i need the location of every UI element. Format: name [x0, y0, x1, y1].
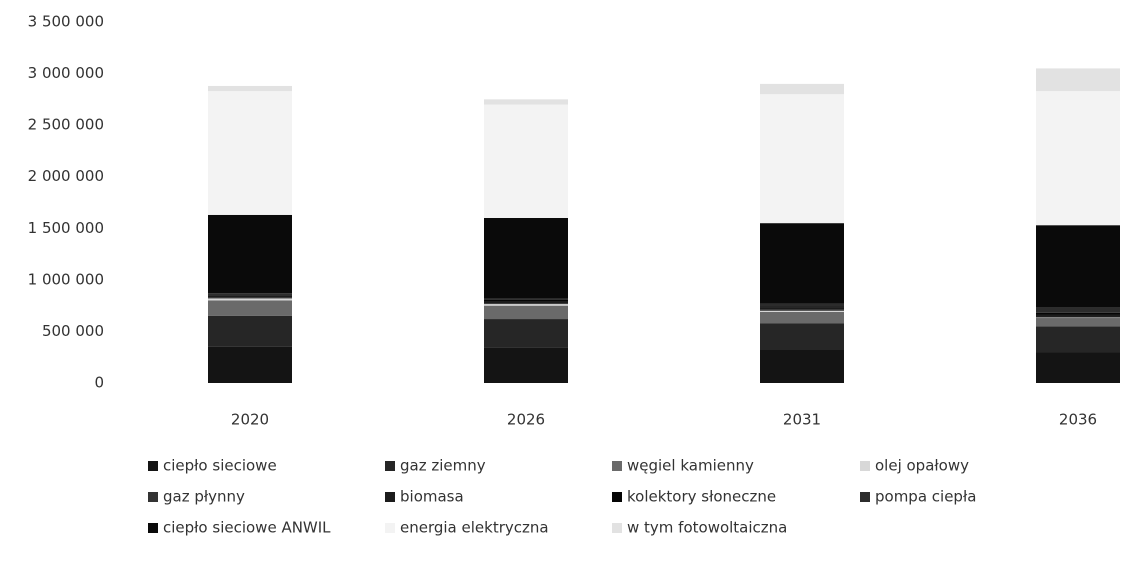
- bar-segment: [1036, 317, 1120, 319]
- bar-segment: [208, 297, 292, 299]
- bar-segment: [484, 217, 568, 299]
- legend-label: w tym fotowoltaiczna: [627, 519, 787, 537]
- bar-segment: [1036, 68, 1120, 92]
- bar-segment: [760, 94, 844, 224]
- legend-swatch: [148, 461, 158, 471]
- y-tick-label: 3 000 000: [28, 64, 104, 82]
- bar-segment: [208, 91, 292, 215]
- bar-segment: [760, 323, 844, 350]
- bar-segment: [1036, 326, 1120, 353]
- legend-swatch: [612, 461, 622, 471]
- bar-segment: [208, 298, 292, 301]
- legend-label: biomasa: [400, 488, 464, 506]
- bar-segment: [760, 311, 844, 324]
- bar-segment: [484, 299, 568, 302]
- y-tick-label: 0: [94, 374, 104, 392]
- bar-segment: [760, 223, 844, 304]
- bar-segment: [484, 99, 568, 105]
- bar-segment: [208, 85, 292, 92]
- legend-label: gaz ziemny: [400, 457, 486, 475]
- legend-swatch: [148, 492, 158, 502]
- y-tick-label: 500 000: [42, 322, 104, 340]
- legend-label: węgiel kamienny: [627, 457, 754, 475]
- bar-segment: [760, 309, 844, 311]
- legend-label: pompa ciepła: [875, 488, 976, 506]
- legend-swatch: [860, 461, 870, 471]
- bar-segment: [208, 315, 292, 347]
- bar-segment: [760, 307, 844, 310]
- legend-swatch: [148, 523, 158, 533]
- legend-swatch: [612, 523, 622, 533]
- y-tick-label: 2 500 000: [28, 116, 104, 134]
- bar-segment: [760, 306, 844, 308]
- legend-swatch: [385, 461, 395, 471]
- y-tick-label: 2 000 000: [28, 167, 104, 185]
- bar-segment: [208, 293, 292, 295]
- legend-label: gaz płynny: [163, 488, 245, 506]
- bar-segment: [1036, 352, 1120, 383]
- bar-segment: [484, 301, 568, 304]
- legend-swatch: [612, 492, 622, 502]
- bar-segment: [1036, 307, 1120, 313]
- bar-segment: [484, 319, 568, 348]
- bar-segment: [760, 349, 844, 383]
- x-tick-label: 2036: [1059, 411, 1097, 429]
- bar-segment: [208, 294, 292, 296]
- bar-segment: [484, 305, 568, 320]
- bar-segment: [208, 300, 292, 316]
- legend-label: ciepło sieciowe ANWIL: [163, 519, 331, 537]
- bar-segment: [484, 347, 568, 383]
- bar-segment: [1036, 314, 1120, 317]
- x-tick-label: 2026: [507, 411, 545, 429]
- legend-label: kolektory słoneczne: [627, 488, 776, 506]
- bar-segment: [208, 214, 292, 294]
- bar-segment: [1036, 316, 1120, 318]
- legend-label: ciepło sieciowe: [163, 457, 277, 475]
- bar-segment: [208, 295, 292, 298]
- bar-segment: [1036, 225, 1120, 308]
- legend-swatch: [385, 492, 395, 502]
- bar-segment: [208, 346, 292, 383]
- bar-segment: [484, 303, 568, 305]
- bar-segment: [1036, 312, 1120, 315]
- legend-label: energia elektryczna: [400, 519, 549, 537]
- y-tick-label: 1 000 000: [28, 270, 104, 288]
- legend-swatch: [385, 523, 395, 533]
- bar-segment: [760, 83, 844, 95]
- bar-segment: [1036, 91, 1120, 226]
- bar-segment: [760, 303, 844, 307]
- y-tick-label: 1 500 000: [28, 219, 104, 237]
- legend-swatch: [860, 492, 870, 502]
- bar-segment: [760, 310, 844, 312]
- legend-label: olej opałowy: [875, 457, 969, 475]
- y-tick-label: 3 500 000: [28, 13, 104, 31]
- x-tick-label: 2020: [231, 411, 269, 429]
- x-tick-label: 2031: [783, 411, 821, 429]
- bar-segment: [1036, 318, 1120, 327]
- bar-segment: [484, 304, 568, 306]
- bar-segment: [484, 298, 568, 300]
- bar-segment: [484, 104, 568, 218]
